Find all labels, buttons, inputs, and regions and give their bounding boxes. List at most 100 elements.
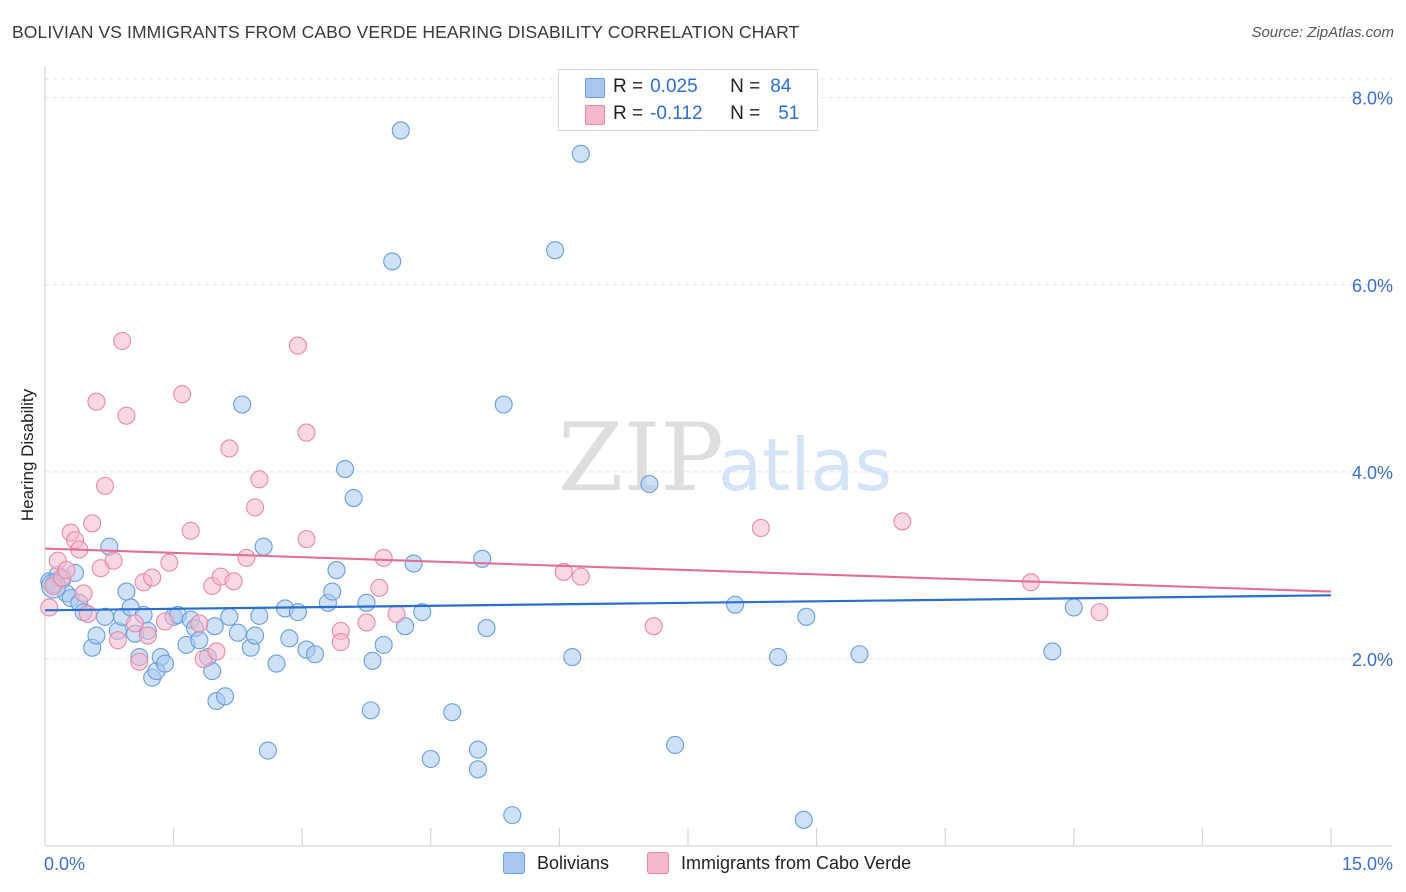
chart-title: BOLIVIAN VS IMMIGRANTS FROM CABO VERDE H…	[12, 22, 800, 42]
data-point	[245, 498, 265, 517]
data-point	[323, 582, 342, 601]
data-point	[640, 474, 659, 494]
data-point	[78, 604, 97, 624]
data-point	[280, 629, 299, 648]
legend-n-label: N =	[730, 103, 761, 124]
data-point	[794, 810, 813, 829]
data-point	[297, 423, 316, 442]
data-point	[160, 553, 179, 572]
data-point	[850, 645, 869, 664]
data-point	[468, 740, 488, 759]
series-legend-cabo-verde[interactable]: Immigrants from Cabo Verde	[647, 852, 911, 874]
data-point	[383, 252, 402, 271]
trend-line	[44, 594, 1332, 612]
legend-n-label: N =	[730, 76, 761, 97]
legend-swatch-bolivians	[585, 78, 605, 98]
data-point	[254, 537, 273, 556]
watermark: ZIP atlas	[558, 404, 892, 513]
data-point	[205, 617, 224, 636]
series-legend-swatch-cabo-verde	[647, 852, 669, 874]
series-legend-label: Bolivians	[537, 852, 610, 873]
data-point	[361, 701, 380, 720]
data-point	[57, 561, 76, 580]
data-point	[87, 626, 106, 645]
legend-row-bolivians: R = 0.025 N = 84	[585, 75, 791, 99]
series-legend-label: Immigrants from Cabo Verde	[681, 852, 912, 873]
data-point	[370, 578, 389, 597]
data-point	[155, 612, 175, 631]
data-point	[494, 395, 513, 414]
data-point	[245, 626, 265, 645]
data-point	[331, 633, 350, 652]
data-point	[468, 760, 488, 779]
data-point	[666, 735, 685, 755]
series-legend-bolivians[interactable]: Bolivians	[503, 852, 609, 874]
data-point	[95, 476, 115, 495]
data-point	[357, 593, 376, 612]
data-point	[224, 572, 243, 591]
y-tick-label: 6.0%	[1352, 276, 1393, 296]
tick-labels: 2.0% 4.0% 6.0% 8.0% 0.0% 15.0%	[44, 89, 1393, 874]
watermark-zip: ZIP	[558, 404, 724, 513]
data-point	[546, 241, 565, 260]
data-point	[374, 548, 393, 567]
x-tick-label: 15.0%	[1342, 854, 1393, 874]
data-point	[267, 654, 286, 673]
data-point	[130, 652, 149, 671]
data-point	[125, 614, 145, 633]
source-label: Source: ZipAtlas.com	[1251, 24, 1394, 41]
data-point	[108, 631, 127, 650]
data-point	[250, 606, 269, 625]
data-point	[726, 595, 745, 614]
data-point	[228, 623, 247, 642]
data-point	[155, 654, 175, 673]
data-point	[571, 144, 590, 163]
series-cabo-verde	[40, 331, 1109, 671]
data-point	[87, 392, 106, 411]
legend-r-label: R =	[613, 103, 644, 124]
data-point	[40, 598, 59, 617]
data-point	[138, 626, 157, 645]
data-point	[220, 607, 239, 626]
data-point	[336, 459, 355, 479]
data-point	[443, 703, 462, 722]
data-point	[117, 582, 136, 601]
data-point	[391, 121, 410, 140]
data-point	[387, 604, 406, 624]
data-point	[563, 648, 582, 667]
data-point	[473, 549, 492, 568]
trend-lines	[44, 547, 1332, 612]
data-point	[173, 385, 192, 404]
series-legend-swatch-bolivians	[503, 852, 525, 874]
data-point	[477, 619, 496, 638]
data-point	[571, 567, 590, 586]
y-tick-label: 2.0%	[1352, 650, 1393, 670]
y-tick-label: 4.0%	[1352, 463, 1393, 483]
data-point	[893, 512, 912, 531]
trend-line	[44, 547, 1332, 593]
data-point	[95, 607, 115, 626]
correlation-legend: R = 0.025 N = 84 R = -0.112 N = 51	[558, 69, 818, 131]
data-point	[190, 631, 209, 650]
legend-row-cabo-verde: R = -0.112 N = 51	[585, 102, 800, 126]
data-point	[404, 554, 423, 573]
data-point	[768, 648, 788, 667]
data-point	[421, 749, 440, 769]
data-point	[306, 645, 325, 664]
data-point	[250, 470, 269, 489]
series-legend: Bolivians Immigrants from Cabo Verde	[0, 852, 1406, 878]
legend-n-value: 51	[778, 103, 800, 124]
data-point	[357, 613, 376, 632]
data-point	[207, 642, 226, 661]
data-point	[644, 617, 663, 636]
y-tick-label: 8.0%	[1352, 89, 1393, 109]
legend-r-label: R =	[613, 76, 644, 97]
data-point	[190, 614, 209, 633]
data-point	[215, 687, 235, 706]
data-point	[74, 584, 93, 603]
data-point	[751, 518, 770, 538]
data-point	[117, 406, 136, 425]
legend-r-value: 0.025	[650, 76, 698, 97]
data-point	[181, 521, 200, 540]
